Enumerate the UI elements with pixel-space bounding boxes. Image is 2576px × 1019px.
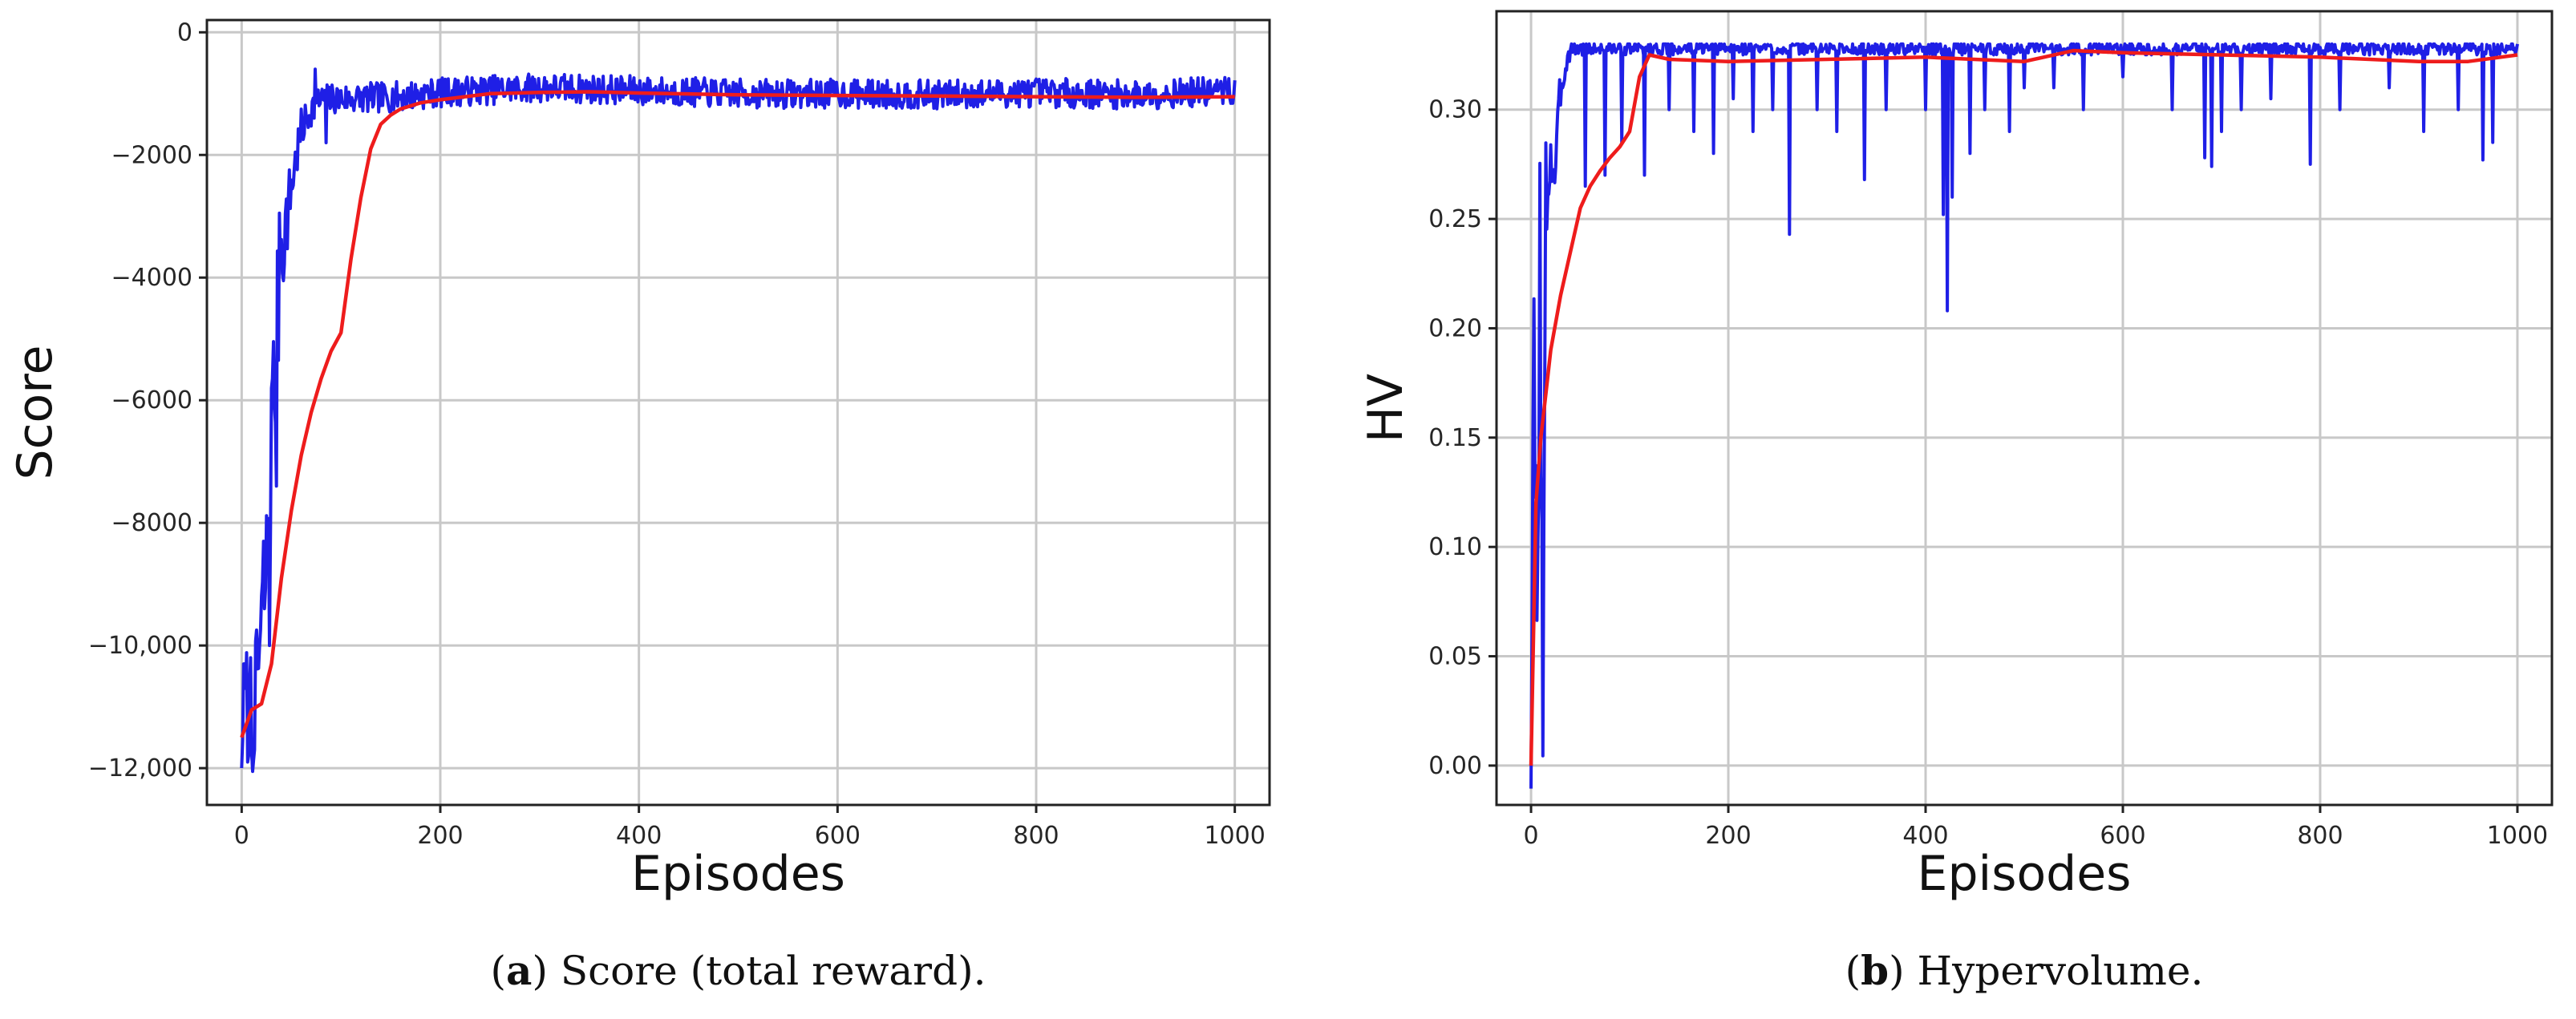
y-tick-label: 0.15 (1428, 424, 1482, 452)
caption: (a) Score (total reward). (491, 947, 986, 994)
raw-series-line (1529, 42, 2519, 789)
caption-text: Hypervolume. (1918, 948, 2204, 994)
x-tick-label: 0 (234, 822, 249, 850)
y-tick-label: −6000 (111, 386, 192, 414)
score-chart: 0 200 400 600 800 1000 0 −2000 −4000 −6000 −8000 −1… (7, 18, 1271, 994)
y-tick-label: 0.10 (1428, 533, 1482, 561)
raw-series-line (240, 67, 1237, 774)
y-tick-label: 0 (177, 18, 192, 47)
plot-frame (1495, 10, 2554, 807)
x-tick-label: 200 (417, 822, 463, 850)
x-axis-label: Episodes (1918, 846, 2132, 902)
y-tick-label: −4000 (111, 264, 192, 292)
x-tick-label: 1000 (2487, 822, 2548, 850)
y-tick-label: −8000 (111, 509, 192, 537)
plot-frame (205, 18, 1271, 807)
smoothed-series-line (240, 90, 1235, 738)
y-tick-label: −12,000 (88, 754, 192, 782)
caption: (b) Hypervolume. (1845, 947, 2204, 994)
x-tick-label: 200 (1705, 822, 1751, 850)
x-tick-label: 400 (1902, 822, 1948, 850)
y-axis-label: HV (1358, 374, 1414, 443)
caption-text: Score (total reward). (561, 948, 986, 994)
x-axis-label: Episodes (631, 846, 845, 902)
caption-letter: b (1861, 947, 1889, 994)
x-tick-label: 1000 (1204, 822, 1265, 850)
y-tick-label: 0.20 (1428, 314, 1482, 342)
x-tick-label: 0 (1523, 822, 1538, 850)
y-tick-label: −10,000 (88, 632, 192, 660)
smoothed-series-line (1529, 48, 2518, 766)
x-tick-label: 600 (2100, 822, 2145, 850)
x-tick-label: 800 (1013, 822, 1059, 850)
hypervolume-chart: 0 200 400 600 800 1000 0.00 0.05 0.10 0.15 0.20 0.2… (1358, 10, 2554, 994)
y-axis-label: Score (7, 345, 63, 479)
y-tick-label: 0.25 (1428, 205, 1482, 233)
caption-letter: a (506, 947, 532, 994)
x-tick-label: 400 (616, 822, 662, 850)
y-tick-label: −2000 (111, 141, 192, 169)
x-tick-label: 800 (2297, 822, 2343, 850)
y-tick-label: 0.00 (1428, 752, 1482, 780)
y-tick-label: 0.30 (1428, 96, 1482, 124)
y-tick-label: 0.05 (1428, 643, 1482, 671)
x-tick-label: 600 (815, 822, 861, 850)
